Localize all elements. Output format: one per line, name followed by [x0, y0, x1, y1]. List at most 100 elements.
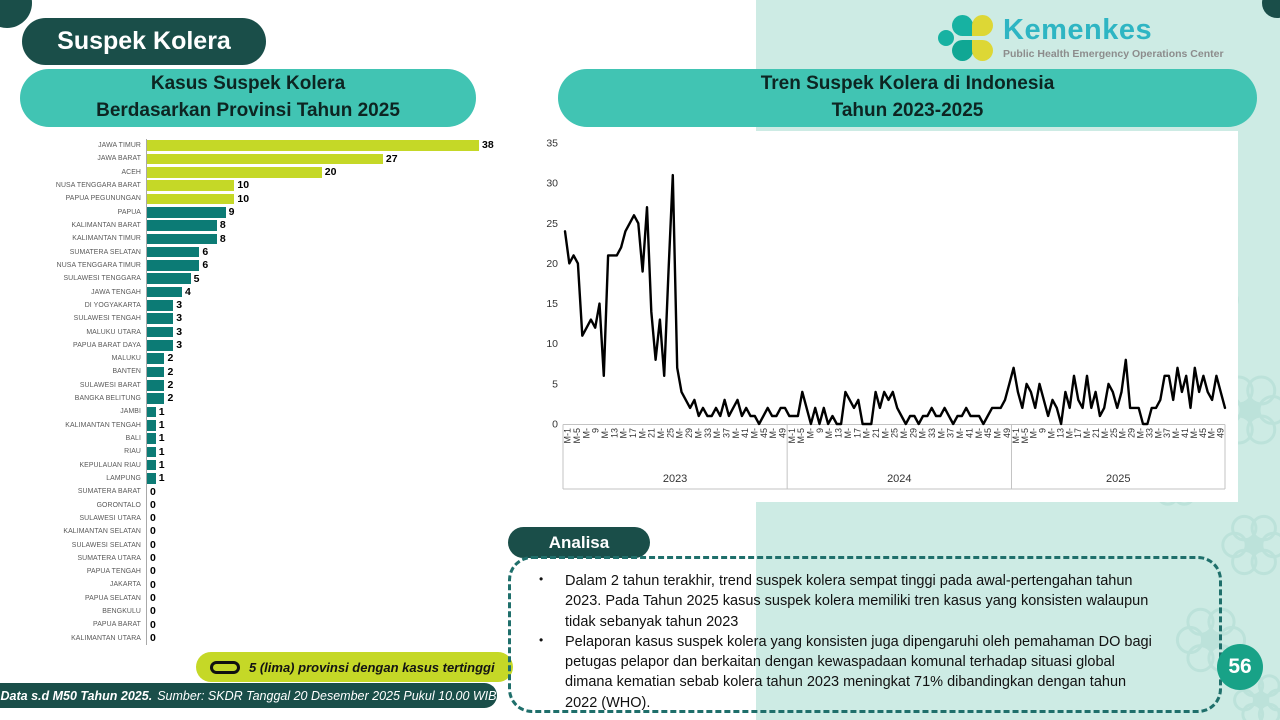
bar-value-label: 0 [150, 552, 156, 565]
bar-row: ACEH 20 [20, 165, 506, 179]
x-axis-week-label: 49 [777, 428, 787, 438]
province-label: PAPUA [117, 208, 141, 216]
y-axis-tick-label: 10 [546, 338, 558, 350]
bar-chart-title-line1: Kasus Suspek Kolera [150, 73, 346, 95]
x-axis-week-label: M- [1047, 428, 1057, 439]
x-axis-week-label: M- [693, 428, 703, 439]
x-axis-week-label: 17 [1073, 428, 1083, 438]
y-axis-tick-label: 35 [546, 138, 558, 150]
bar-row: GORONTALO 0 [20, 498, 506, 512]
x-axis-week-label: 45 [759, 428, 769, 438]
x-axis-week-label: 45 [983, 428, 993, 438]
corner-circle-decoration [0, 0, 32, 28]
x-axis-week-label: 33 [1144, 428, 1154, 438]
bar-row: MALUKU 2 [20, 352, 506, 366]
x-axis-week-label: M- [806, 428, 816, 439]
province-bar [147, 246, 200, 258]
province-bar [147, 300, 174, 311]
x-axis-week-label: M- [936, 428, 946, 439]
bar-row: PAPUA 9 [20, 205, 506, 219]
province-label: KALIMANTAN TENGAH [65, 421, 141, 429]
province-label: JAWA TENGAH [91, 288, 141, 296]
bar-row: KALIMANTAN TIMUR 8 [20, 232, 506, 246]
x-axis-week-label: 21 [1091, 428, 1101, 438]
bar-value-label: 1 [158, 418, 165, 431]
bar-value-label: 1 [158, 405, 165, 418]
kemenkes-clover-icon [938, 13, 994, 63]
x-axis-week-label: M- [974, 428, 984, 439]
province-label: BANTEN [112, 368, 141, 376]
x-axis-week-label: M- [675, 428, 685, 439]
bar-row: NUSA TENGGARA BARAT 10 [20, 178, 506, 193]
legend-label: 5 (lima) provinsi dengan kasus tertinggi [249, 659, 495, 675]
x-axis-week-label: 33 [927, 428, 937, 438]
x-axis-week-label: M- [1064, 428, 1074, 439]
province-bar [147, 393, 165, 404]
x-axis-week-label: M- [899, 428, 909, 439]
y-axis-tick-label: 20 [546, 258, 558, 270]
y-axis-tick-label: 30 [546, 178, 558, 190]
footer-data-period: Data s.d M50 Tahun 2025. [0, 688, 153, 703]
x-axis-week-label: M- [1082, 428, 1092, 439]
province-bar [147, 459, 156, 471]
x-axis-week-label: M- [992, 428, 1002, 439]
x-axis-week-label: 17 [852, 428, 862, 438]
province-bar [147, 180, 235, 191]
province-label: MALUKU UTARA [86, 328, 141, 336]
line-chart-title: Tren Suspek Kolera di Indonesia Tahun 20… [558, 69, 1257, 127]
bar-value-label: 9 [228, 205, 235, 218]
province-label: MALUKU [111, 355, 141, 363]
x-axis-week-label: M- [862, 428, 872, 439]
bar-row: KALIMANTAN UTARA 0 [20, 631, 506, 645]
bar-value-label: 3 [176, 299, 183, 312]
bar-chart-title-line2: Berdasarkan Provinsi Tahun 2025 [96, 100, 400, 121]
province-label: BENGKULU [102, 608, 141, 616]
province-bar [147, 340, 174, 351]
province-label: SUMATERA BARAT [77, 488, 141, 496]
x-axis-week-label: M-1 [787, 428, 797, 444]
province-label: KALIMANTAN UTARA [71, 634, 141, 642]
province-label: SULAWESI UTARA [79, 514, 141, 522]
x-axis-week-label: 49 [1002, 428, 1012, 438]
y-axis-tick-label: 0 [552, 419, 558, 431]
x-axis-week-label: 13 [834, 428, 844, 438]
province-bar [147, 366, 165, 378]
x-axis-week-label: M- [824, 428, 834, 439]
logo-wordmark: Kemenkes [1003, 14, 1153, 46]
province-label: ACEH [121, 168, 141, 176]
bar-row: BENGKULU 0 [20, 604, 506, 619]
bar-row: KEPULAUAN RIAU 1 [20, 458, 506, 472]
province-bar [147, 273, 191, 285]
bar-value-label: 2 [167, 392, 174, 405]
x-axis-week-label: M- [955, 428, 965, 439]
footer-source: Sumber: SKDR Tanggal 20 Desember 2025 Pu… [157, 688, 497, 703]
suspek-kolera-trend-line [563, 173, 1227, 426]
province-label: PAPUA BARAT [93, 621, 141, 629]
bar-row: PAPUA BARAT 0 [20, 618, 506, 632]
x-axis-week-label: 25 [890, 428, 900, 438]
x-axis-week-label: 17 [628, 428, 638, 438]
province-label: KEPULAUAN RIAU [79, 461, 141, 469]
x-axis-week-label: M- [1171, 428, 1181, 439]
bar-value-label: 3 [176, 325, 183, 338]
bar-row: SULAWESI SELATAN 0 [20, 538, 506, 552]
x-axis-week-label: 13 [1055, 428, 1065, 438]
x-axis-week-label: M- [712, 428, 722, 439]
page-number-badge: 56 [1217, 644, 1263, 690]
province-label: DI YOGYAKARTA [84, 301, 141, 309]
bar-row: PAPUA PEGUNUNGAN 10 [20, 192, 506, 206]
province-bar [147, 419, 156, 431]
bar-row: DI YOGYAKARTA 3 [20, 298, 506, 313]
x-axis-week-label: 29 [1127, 428, 1137, 438]
x-axis-week-label: 37 [946, 428, 956, 438]
x-axis-week-label: M-1 [1011, 428, 1021, 444]
bar-value-label: 2 [167, 352, 174, 365]
x-axis-week-label: M-5 [1020, 428, 1030, 444]
bar-row: JAWA BARAT 27 [20, 152, 506, 166]
province-label: GORONTALO [96, 501, 141, 509]
y-axis-tick-label: 15 [546, 298, 558, 310]
kemenkes-logo: Kemenkes Public Health Emergency Operati… [938, 12, 1228, 64]
x-axis-year-label: 2023 [663, 473, 687, 485]
y-axis-tick-label: 25 [546, 218, 558, 230]
bar-row: JAKARTA 0 [20, 578, 506, 592]
